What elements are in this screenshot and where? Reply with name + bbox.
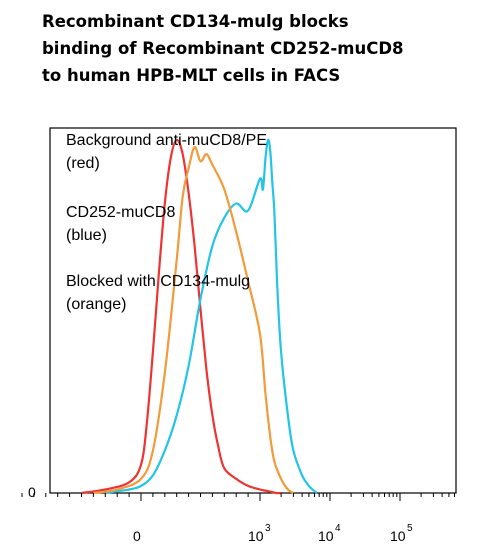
annotation-blue-line2: (blue) <box>66 227 107 244</box>
title-line-3: to human HPB-MLT cells in FACS <box>42 66 341 85</box>
plot-frame <box>49 127 457 494</box>
x-tick-label-10000-base: 10 <box>318 528 334 544</box>
x-tick-label-1000: 10 3 <box>248 523 271 544</box>
series-line-orange <box>93 145 295 495</box>
chart-title: Recombinant CD134-mulg blocks binding of… <box>42 8 482 89</box>
series-curves <box>81 138 318 495</box>
annotation-orange-line1: Blocked with CD134-mulg <box>66 273 250 290</box>
x-tick-label-10000: 10 4 <box>318 523 341 544</box>
x-tick-label-10000-exp: 4 <box>335 523 341 534</box>
annotation-red-line1: Background anti-muCD8/PE <box>66 132 267 149</box>
x-tick-label-100000-exp: 5 <box>407 523 413 534</box>
title-line-2: binding of Recombinant CD252-muCD8 <box>42 39 404 58</box>
x-tick-label-1000-exp: 3 <box>265 523 271 534</box>
annotation-blue-line1: CD252-muCD8 <box>66 204 175 221</box>
x-tick-label-1000-base: 10 <box>248 528 264 544</box>
series-line-blue <box>105 138 318 495</box>
y-tick-label-0: 0 <box>28 484 36 500</box>
annotation-orange-line2: (orange) <box>66 296 126 313</box>
annotation-red-line2: (red) <box>66 155 100 172</box>
series-line-red <box>81 138 282 495</box>
x-tick-label-100000: 10 5 <box>390 523 413 544</box>
x-tick-label-0: 0 <box>133 528 141 544</box>
title-line-1: Recombinant CD134-mulg blocks <box>42 12 349 31</box>
x-tick-label-100000-base: 10 <box>390 528 406 544</box>
x-tick-label-0-base: 0 <box>133 528 141 544</box>
x-axis-ticks <box>21 493 455 501</box>
